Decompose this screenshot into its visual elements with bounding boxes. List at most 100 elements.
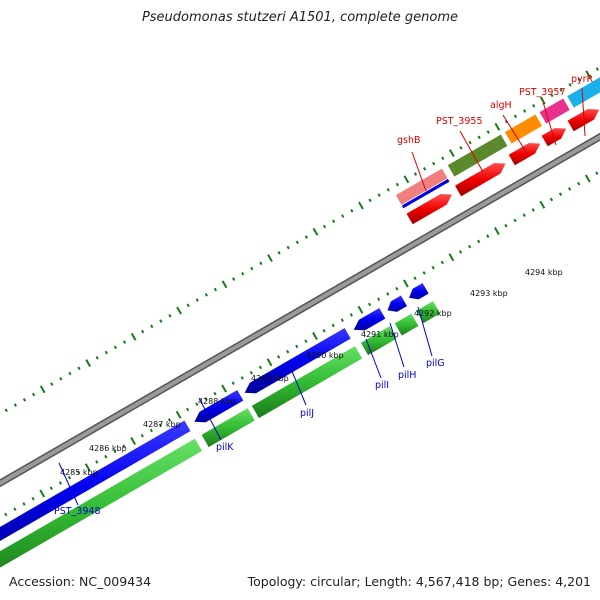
tick-mark <box>195 402 199 407</box>
tick-mark <box>494 122 501 131</box>
tick-mark <box>286 245 290 250</box>
reverse-gene-arrow <box>408 281 430 301</box>
tick-mark <box>158 423 163 428</box>
tick-mark <box>477 135 481 140</box>
tick-mark <box>493 227 500 235</box>
tick-mark <box>550 93 554 98</box>
tick-mark <box>386 292 390 296</box>
tick-mark <box>486 130 490 134</box>
tick-mark <box>59 376 63 381</box>
gene-label-pst_3957: PST_3957 <box>519 87 566 98</box>
gene-leader-line <box>417 306 433 357</box>
gene-label-pyrr: pyrR <box>571 74 594 85</box>
tick-mark <box>149 428 153 433</box>
gene-leader-line <box>389 322 405 368</box>
scale-label: 4289 kbp <box>251 374 289 383</box>
tick-mark <box>58 481 63 485</box>
tick-mark <box>595 67 599 71</box>
tick-mark <box>448 149 455 158</box>
gene-leader-line <box>198 397 222 441</box>
tick-mark <box>122 444 126 449</box>
tick-mark <box>77 366 81 371</box>
tick-mark <box>277 250 281 255</box>
tick-mark <box>241 271 245 276</box>
tick-mark <box>422 271 426 275</box>
tick-mark <box>459 145 463 150</box>
tick-mark <box>522 213 526 218</box>
tick-mark <box>176 306 182 315</box>
tick-mark <box>50 382 54 386</box>
cds-block <box>393 312 420 337</box>
tick-mark <box>349 313 353 317</box>
cds-block <box>415 300 442 325</box>
gene-leader-line <box>58 462 79 506</box>
tick-mark <box>584 174 591 183</box>
tick-mark <box>213 287 218 292</box>
tick-mark <box>150 324 154 329</box>
tick-mark <box>585 70 592 79</box>
tick-mark <box>22 502 26 506</box>
tick-mark <box>539 96 546 105</box>
tick-mark <box>130 332 137 341</box>
forward-gene-arrow <box>566 108 600 133</box>
scale-label: 4286 kbp <box>89 444 127 453</box>
scale-label: 4292 kbp <box>414 309 452 318</box>
tick-mark <box>286 349 290 354</box>
scale-label: 4288 kbp <box>198 397 236 406</box>
forward-gene-arrow <box>507 142 542 167</box>
tick-mark <box>331 323 335 328</box>
tick-mark <box>322 328 326 333</box>
tick-mark <box>531 208 535 212</box>
tick-mark <box>95 460 99 464</box>
tick-mark <box>441 156 445 161</box>
tick-mark <box>468 140 472 145</box>
gene-leader-line <box>581 87 586 137</box>
accession-text: Accession: NC_009434 <box>9 574 152 589</box>
tick-mark <box>39 489 46 498</box>
feature-block <box>566 76 600 109</box>
gene-label-pst_3955: PST_3955 <box>436 116 483 127</box>
feature-block <box>446 133 509 178</box>
tick-mark <box>49 486 53 491</box>
tick-mark <box>231 381 235 386</box>
tick-mark <box>13 507 17 512</box>
tick-mark <box>440 260 444 265</box>
tick-mark <box>167 418 172 422</box>
tick-mark <box>395 182 399 187</box>
gene-label-pst_3948: PST_3948 <box>54 506 101 517</box>
tick-mark <box>295 344 299 349</box>
tick-mark <box>422 166 427 171</box>
backbone-line <box>0 134 600 486</box>
tick-mark <box>31 392 36 397</box>
forward-gene-arrow <box>453 162 507 198</box>
tick-mark <box>504 119 509 124</box>
tick-mark <box>568 82 572 87</box>
tick-mark <box>140 433 144 438</box>
tick-mark <box>267 254 273 263</box>
tick-mark <box>221 280 228 289</box>
tick-mark <box>186 303 190 308</box>
tick-mark <box>22 397 27 402</box>
tick-mark <box>432 161 436 166</box>
tick-mark <box>357 305 364 314</box>
tick-mark <box>13 403 18 407</box>
tick-mark <box>295 240 299 245</box>
tick-mark <box>513 114 518 119</box>
gene-leader-line <box>288 363 307 406</box>
gene-leader-line <box>502 114 529 156</box>
feature-block <box>538 97 571 125</box>
tick-mark <box>141 329 145 334</box>
feature-block <box>503 113 544 145</box>
tick-mark <box>341 214 345 218</box>
reverse-gene-arrow <box>352 306 387 332</box>
tick-mark <box>104 454 108 459</box>
tick-mark <box>258 365 263 370</box>
tick-mark <box>104 350 108 355</box>
tick-mark <box>395 286 399 291</box>
tick-mark <box>539 200 546 209</box>
tick-mark <box>558 192 563 197</box>
tick-mark <box>130 437 137 445</box>
tick-mark <box>367 302 372 307</box>
gene-leader-line <box>365 338 382 379</box>
